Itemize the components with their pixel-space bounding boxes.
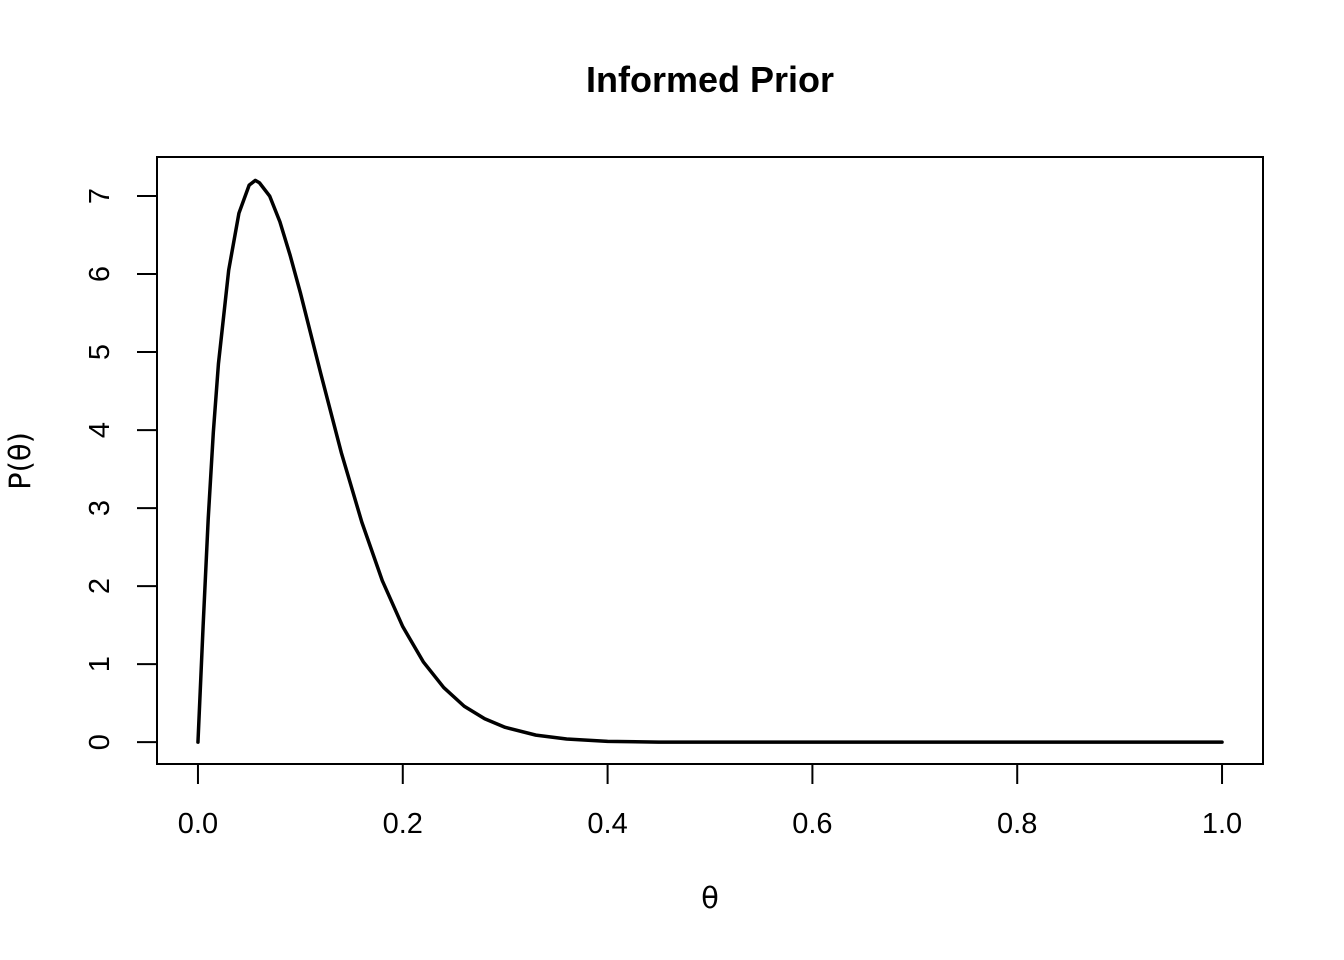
y-axis: 0 1 2 3 4 5 6 7 — [84, 188, 158, 750]
y-tick-label: 5 — [84, 344, 116, 360]
x-tick-label: 1.0 — [1202, 808, 1242, 840]
x-tick-label: 0.0 — [178, 808, 218, 840]
x-tick-label: 0.4 — [587, 808, 627, 840]
chart-title: Informed Prior — [586, 59, 834, 100]
density-curve — [196, 178, 1224, 744]
y-tick-label: 4 — [84, 422, 116, 438]
x-tick-label: 0.2 — [383, 808, 423, 840]
plot-frame — [156, 156, 1264, 765]
y-tick-label: 2 — [84, 578, 116, 594]
y-tick-label: 3 — [84, 500, 116, 516]
x-axis: 0.0 0.2 0.4 0.6 0.8 1.0 — [178, 763, 1242, 840]
y-tick-label: 6 — [84, 266, 116, 282]
x-axis-label: θ — [701, 881, 719, 915]
y-tick-label: 7 — [84, 188, 116, 204]
x-tick-label: 0.8 — [997, 808, 1037, 840]
y-tick-label: 0 — [84, 734, 116, 750]
x-tick-label: 0.6 — [792, 808, 832, 840]
y-tick-label: 1 — [84, 656, 116, 672]
y-axis-label: P(θ) — [3, 432, 37, 490]
